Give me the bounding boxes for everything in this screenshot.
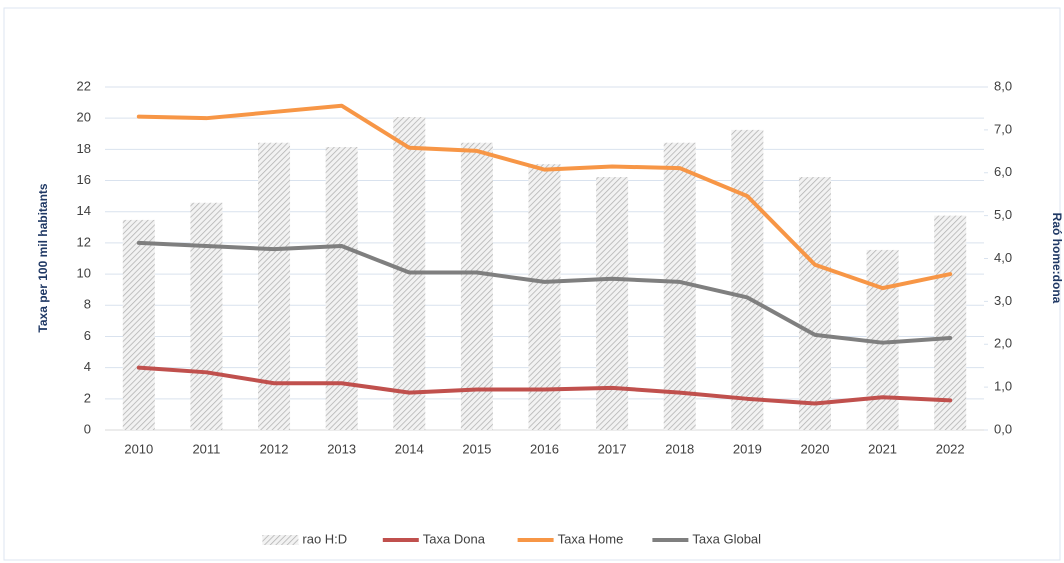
- y2-tick-label: 5,0: [994, 207, 1012, 222]
- legend-label: rao H:D: [302, 531, 347, 546]
- y-tick-label: 20: [77, 110, 91, 125]
- bar: [325, 147, 358, 430]
- bar: [528, 164, 561, 431]
- legend-swatch: [262, 535, 299, 545]
- x-tick-label: 2019: [733, 441, 762, 456]
- x-tick-label: 2016: [530, 441, 559, 456]
- y2-tick-label: 0,0: [994, 421, 1012, 436]
- chart-frame: [3, 7, 1061, 561]
- y-tick-label: 18: [77, 141, 91, 156]
- y-tick-label: 0: [84, 421, 91, 436]
- line: [136, 103, 953, 291]
- y-tick-label: 2: [84, 390, 91, 405]
- y2-tick-label: 8,0: [994, 78, 1012, 93]
- x-tick-label: 2014: [395, 441, 424, 456]
- bar: [258, 142, 291, 431]
- y-tick-label: 16: [77, 172, 91, 187]
- y-tick-label: 10: [77, 266, 91, 281]
- legend-label: Taxa Global: [692, 531, 761, 546]
- line: [136, 365, 953, 406]
- legend-label: Taxa Home: [558, 531, 624, 546]
- y2-tick-label: 1,0: [994, 379, 1012, 394]
- y-tick-label: 22: [77, 78, 91, 93]
- y2-axis-title: Raó home:dona: [1050, 213, 1064, 304]
- bar: [731, 129, 764, 430]
- legend-label: Taxa Dona: [423, 531, 486, 546]
- x-tick-label: 2013: [327, 441, 356, 456]
- y-tick-label: 6: [84, 328, 91, 343]
- y-axis-title: Taxa per 100 mil habitants: [36, 183, 50, 332]
- y-tick-label: 14: [77, 203, 91, 218]
- y2-tick-label: 7,0: [994, 121, 1012, 136]
- x-tick-label: 2020: [801, 441, 830, 456]
- y2-tick-label: 3,0: [994, 293, 1012, 308]
- y2-tick-label: 6,0: [994, 164, 1012, 179]
- y2-tick-label: 4,0: [994, 250, 1012, 265]
- y2-tick-label: 2,0: [994, 336, 1012, 351]
- x-tick-label: 2010: [124, 441, 153, 456]
- y-tick-label: 8: [84, 297, 91, 312]
- y-tick-label: 12: [77, 234, 91, 249]
- line: [136, 240, 953, 345]
- x-tick-label: 2011: [192, 441, 220, 456]
- x-tick-label: 2015: [462, 441, 491, 456]
- bar: [190, 202, 223, 430]
- bar: [596, 177, 629, 430]
- y-tick-label: 4: [84, 359, 91, 374]
- bar: [934, 215, 967, 430]
- bar: [798, 177, 831, 430]
- bar: [460, 142, 493, 431]
- bar: [122, 219, 155, 430]
- x-tick-label: 2017: [598, 441, 627, 456]
- x-tick-label: 2022: [936, 441, 965, 456]
- x-tick-label: 2012: [260, 441, 289, 456]
- x-tick-label: 2018: [665, 441, 694, 456]
- x-tick-label: 2021: [868, 441, 897, 456]
